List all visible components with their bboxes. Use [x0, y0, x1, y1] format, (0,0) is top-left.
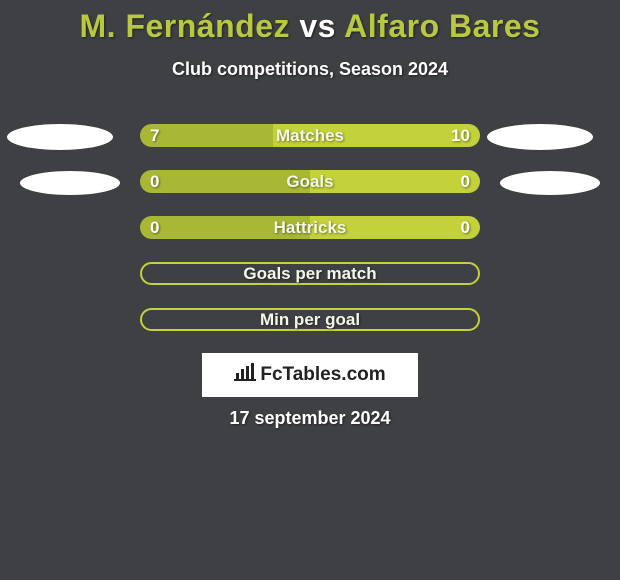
stat-label: Goals	[140, 170, 480, 193]
player-ellipse-left	[20, 171, 120, 195]
logo-text: FcTables.com	[260, 364, 385, 386]
date: 17 september 2024	[0, 408, 620, 429]
stat-value-right: 0	[461, 170, 470, 193]
subtitle: Club competitions, Season 2024	[0, 59, 620, 80]
stat-row: Matches7 10	[0, 124, 620, 150]
stat-rows: Matches710Goals00Hattricks00Goals per ma…	[0, 124, 620, 334]
stat-label: Min per goal	[140, 308, 480, 331]
logo: FcTables.com	[234, 363, 385, 387]
stat-label: Hattricks	[140, 216, 480, 239]
stat-label: Goals per match	[140, 262, 480, 285]
stat-value-right: 0	[461, 216, 470, 239]
vs-separator: vs	[299, 8, 336, 44]
stat-row: Hattricks0 0	[0, 216, 620, 242]
stat-row: Min per goal	[0, 308, 620, 334]
stat-value-left: 7	[150, 124, 159, 147]
logo-box: FcTables.com	[202, 353, 418, 397]
comparison-title: M. Fernández vs Alfaro Bares	[0, 0, 620, 45]
player-ellipse-right	[487, 124, 593, 150]
stat-value-left: 0	[150, 216, 159, 239]
stat-value-right: 10	[451, 124, 470, 147]
stat-value-left: 0	[150, 170, 159, 193]
player1-name: M. Fernández	[80, 8, 290, 44]
stat-row: Goals0 0	[0, 170, 620, 196]
player-ellipse-right	[500, 171, 600, 195]
stat-row: Goals per match	[0, 262, 620, 288]
bar-chart-icon	[234, 363, 256, 387]
player2-name: Alfaro Bares	[344, 8, 540, 44]
stat-label: Matches	[140, 124, 480, 147]
player-ellipse-left	[7, 124, 113, 150]
